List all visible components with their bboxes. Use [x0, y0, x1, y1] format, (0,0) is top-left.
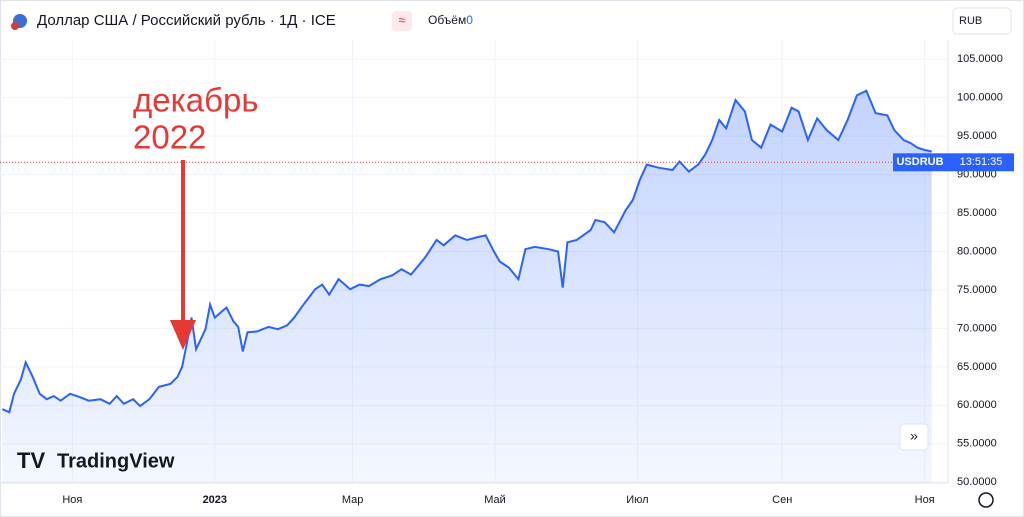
- y-tick-label: 95.0000: [957, 130, 997, 142]
- x-tick-label: Ноя: [62, 494, 82, 506]
- annotation: 2022: [133, 119, 206, 156]
- x-tick-label: Сен: [772, 494, 792, 506]
- annotation-arrow-head: [170, 320, 196, 350]
- countdown: 13:51:35: [960, 156, 1003, 168]
- area: [2, 90, 932, 484]
- x-tick-label: Июл: [626, 494, 648, 506]
- y-tick-label: 85.0000: [957, 207, 997, 219]
- symbol-tag-bg: [893, 153, 948, 172]
- volume-value: 0: [466, 13, 473, 27]
- x-tick-label: Мар: [342, 494, 364, 506]
- countdown-bg: [948, 153, 1014, 172]
- y-tick-label: 75.0000: [957, 284, 997, 296]
- currency-label: RUB: [959, 15, 982, 27]
- scroll-button[interactable]: [899, 423, 929, 451]
- x-tick-label: Май: [484, 494, 506, 506]
- y-tick-label: 70.0000: [957, 322, 997, 334]
- settings-icon[interactable]: [978, 492, 994, 508]
- y-tick-label: 50.0000: [957, 476, 997, 488]
- scroll-icon: »: [910, 428, 918, 444]
- y-tick-label: 60.0000: [957, 399, 997, 411]
- chart-title: Доллар США / Российский рубль · 1Д · ICE: [37, 12, 336, 29]
- compare-icon: ≈: [398, 12, 405, 27]
- brand: TradingView: [57, 450, 175, 472]
- compare-badge[interactable]: [392, 11, 412, 31]
- y-tick-label: 90.0000: [957, 168, 997, 180]
- annotation: декабрь: [133, 82, 259, 119]
- y-tick-label: 65.0000: [957, 361, 997, 373]
- y-tick-label: 100.0000: [957, 92, 1003, 104]
- brand-logo: TV: [17, 448, 45, 473]
- volume-label: Объём0: [428, 13, 473, 27]
- x-tick-label: 2023: [203, 494, 227, 506]
- x-tick-label: Ноя: [915, 494, 935, 506]
- currency-button[interactable]: [952, 7, 1012, 35]
- y-tick-label: 80.0000: [957, 245, 997, 257]
- symbol-tag: USDRUB: [896, 156, 943, 168]
- plot: [0, 89, 948, 484]
- y-tick-label: 55.0000: [957, 438, 997, 450]
- y-tick-label: 105.0000: [957, 53, 1003, 65]
- volume-label: Объём: [428, 13, 466, 27]
- price-line: [1, 89, 932, 414]
- symbol-icon: [11, 22, 19, 30]
